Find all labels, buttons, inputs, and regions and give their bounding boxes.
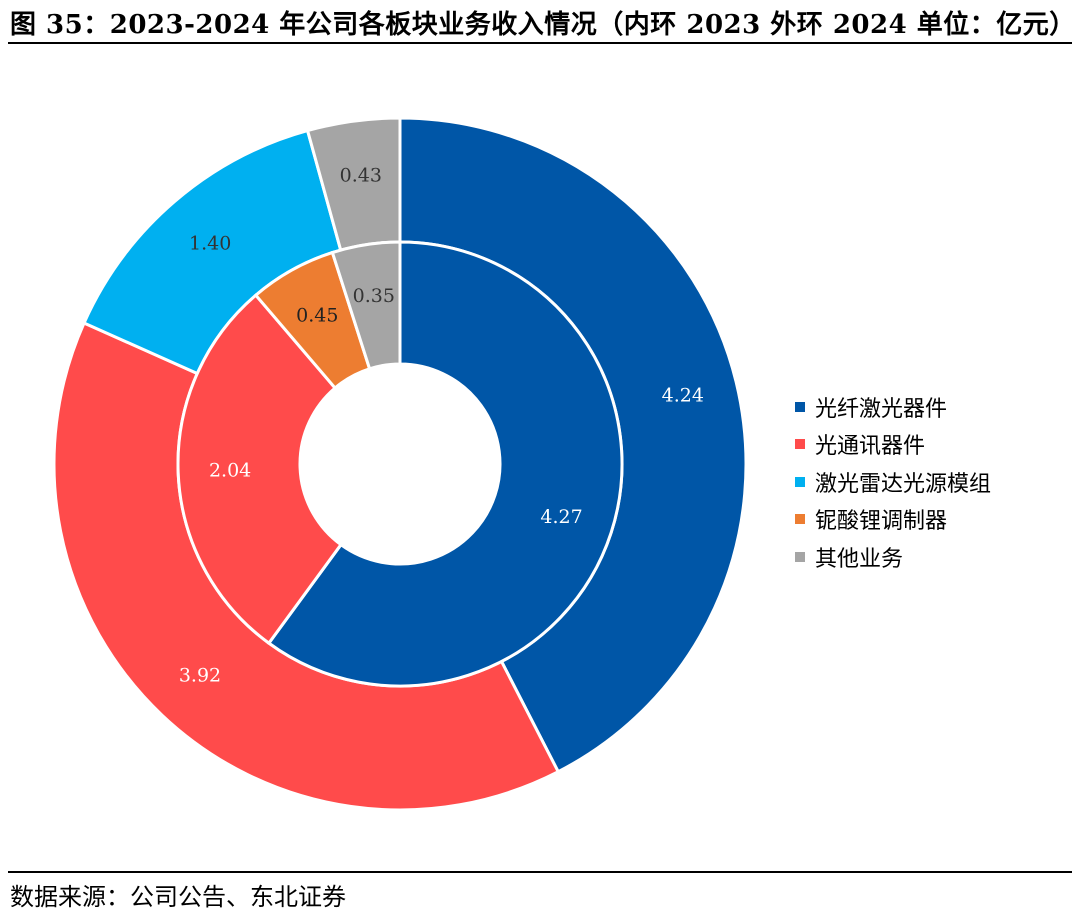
legend-label: 光纤激光器件 bbox=[815, 396, 948, 422]
outer-slice-label-2: 3.92 bbox=[179, 664, 221, 686]
figure-title: 图 35：2023-2024 年公司各板块业务收入情况（内环 2023 外环 2… bbox=[10, 10, 1076, 40]
outer-slice-label-1: 4.24 bbox=[662, 385, 704, 407]
inner-ring-2023 bbox=[176, 240, 624, 688]
legend-item-1: 光纤激光器件 bbox=[795, 388, 991, 426]
source-divider bbox=[8, 871, 1072, 873]
outer-ring-2024 bbox=[52, 116, 748, 812]
inner-slice-5 bbox=[330, 240, 402, 371]
legend-label: 激光雷达光源模组 bbox=[815, 471, 992, 497]
inner-slice-label-2: 2.04 bbox=[209, 459, 251, 481]
inner-slice-1 bbox=[266, 240, 624, 688]
legend-label: 铌酸锂调制器 bbox=[815, 509, 948, 535]
inner-slice-label-1: 4.27 bbox=[540, 506, 582, 528]
legend-swatch bbox=[795, 401, 805, 412]
legend-label: 光通讯器件 bbox=[815, 434, 926, 460]
inner-slice-label-4: 0.45 bbox=[296, 304, 338, 326]
inner-slice-2 bbox=[176, 293, 344, 646]
outer-slice-label-3: 1.40 bbox=[189, 232, 231, 254]
legend-item-3: 激光雷达光源模组 bbox=[795, 463, 991, 501]
legend-item-5: 其他业务 bbox=[795, 538, 991, 576]
slice-labels: 4.27 2.04 0.45 0.35 4.24 3.92 1.40 0.43 bbox=[179, 165, 704, 687]
legend-swatch bbox=[795, 514, 805, 525]
legend-label: 其他业务 bbox=[815, 546, 904, 572]
chart-legend: 光纤激光器件 光通讯器件激光雷达光源模组 铌酸锂调制器 其他业务 bbox=[795, 388, 991, 576]
legend-item-2: 光通讯器件 bbox=[795, 426, 991, 464]
source-note: 数据来源：公司公告、东北证券 bbox=[10, 883, 346, 911]
legend-item-4: 铌酸锂调制器 bbox=[795, 501, 991, 539]
outer-slice-label-5: 0.43 bbox=[340, 165, 382, 187]
inner-slice-label-5: 0.35 bbox=[353, 285, 395, 307]
legend-swatch bbox=[795, 439, 805, 450]
legend-swatch bbox=[795, 476, 805, 487]
title-divider bbox=[8, 42, 1072, 44]
legend-swatch bbox=[795, 551, 805, 562]
